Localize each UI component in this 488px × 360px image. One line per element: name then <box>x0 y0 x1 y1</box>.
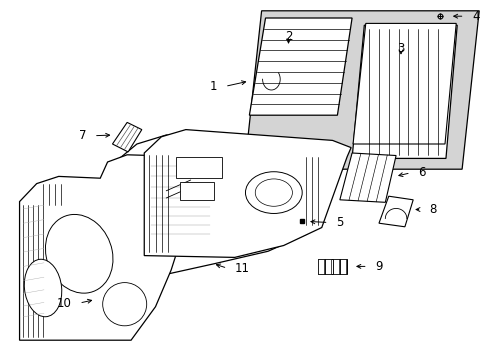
Text: 1: 1 <box>210 80 217 93</box>
Text: 7: 7 <box>79 129 86 142</box>
Bar <box>332 259 338 274</box>
Ellipse shape <box>24 259 61 317</box>
Text: 3: 3 <box>396 42 404 55</box>
Polygon shape <box>112 122 142 152</box>
Bar <box>317 259 324 274</box>
Polygon shape <box>117 135 334 291</box>
Polygon shape <box>352 23 455 144</box>
Text: 10: 10 <box>57 297 72 310</box>
Ellipse shape <box>102 283 146 326</box>
Bar <box>317 259 346 274</box>
Bar <box>325 259 331 274</box>
Text: 11: 11 <box>234 262 249 275</box>
Polygon shape <box>378 196 412 227</box>
Text: 2: 2 <box>284 30 292 42</box>
Text: 6: 6 <box>417 166 425 179</box>
Polygon shape <box>351 25 456 158</box>
Polygon shape <box>144 130 350 257</box>
Text: 5: 5 <box>335 216 343 229</box>
Text: 8: 8 <box>428 203 435 216</box>
Polygon shape <box>249 18 351 115</box>
Bar <box>339 259 346 274</box>
Text: 9: 9 <box>374 260 382 273</box>
Bar <box>176 157 222 178</box>
Polygon shape <box>244 11 478 169</box>
Circle shape <box>245 172 302 213</box>
Polygon shape <box>339 153 395 202</box>
Polygon shape <box>20 155 203 340</box>
Bar <box>180 182 214 200</box>
Text: 4: 4 <box>471 10 478 23</box>
Ellipse shape <box>45 215 113 293</box>
Circle shape <box>255 179 292 206</box>
